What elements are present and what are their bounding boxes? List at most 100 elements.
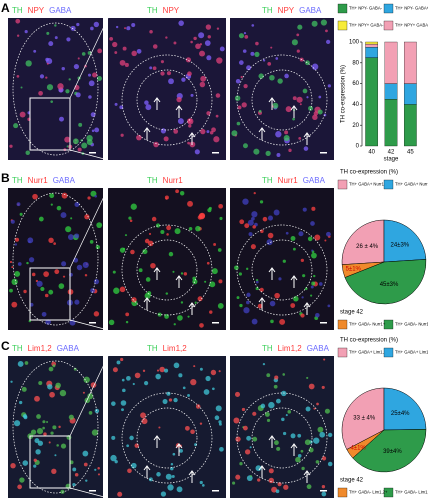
cell	[235, 436, 241, 442]
cell	[292, 96, 297, 101]
arrow	[175, 275, 183, 288]
cell	[125, 320, 129, 324]
bar-segment	[384, 41, 398, 84]
ring	[136, 69, 198, 131]
cell	[324, 239, 327, 242]
cell	[168, 398, 173, 402]
cell	[275, 131, 282, 138]
cell	[198, 213, 205, 220]
arrow	[143, 297, 151, 310]
cell	[297, 433, 302, 438]
scale-bar	[89, 490, 96, 492]
cell	[121, 408, 124, 412]
cell	[194, 301, 197, 304]
cell	[284, 130, 289, 135]
cell	[173, 362, 180, 369]
cell	[234, 265, 239, 271]
cell	[251, 211, 258, 218]
channel-label: NPY	[28, 6, 45, 15]
cell	[300, 313, 305, 318]
cell	[136, 134, 142, 141]
channel-label: TH	[12, 344, 23, 353]
cell	[219, 216, 223, 221]
arrow	[303, 132, 311, 145]
legend-swatch	[383, 179, 394, 190]
arrow	[143, 127, 151, 140]
cell	[134, 372, 141, 379]
cell	[42, 420, 46, 424]
channel-label: TH	[147, 176, 158, 185]
arrow	[290, 275, 298, 288]
arrow	[268, 435, 276, 448]
ring	[136, 407, 198, 469]
cell	[89, 240, 94, 244]
cell	[190, 40, 193, 44]
cell	[82, 261, 89, 269]
arrow	[303, 470, 311, 483]
panel-letter: A	[1, 1, 10, 15]
cell	[48, 237, 54, 244]
cell	[35, 449, 41, 455]
legend-label: TH+ NPY- GABA-	[349, 6, 383, 11]
cell	[274, 375, 279, 380]
y-tick-label: 100	[349, 40, 360, 46]
cell	[213, 136, 220, 143]
cell	[310, 294, 313, 297]
cell	[160, 71, 165, 76]
channel-label: TH	[147, 344, 158, 353]
cell	[53, 242, 56, 245]
cell	[138, 268, 143, 273]
cell	[109, 37, 114, 41]
cell	[199, 323, 204, 328]
cell	[165, 292, 169, 295]
cell	[187, 71, 192, 77]
cell	[187, 315, 190, 318]
cell	[180, 272, 184, 275]
cell	[238, 33, 245, 39]
cell	[238, 60, 244, 65]
cell	[218, 370, 221, 373]
cell	[73, 63, 80, 70]
outline	[12, 22, 99, 156]
cell	[302, 207, 307, 212]
cell	[319, 431, 326, 438]
cell	[10, 463, 16, 469]
cell	[121, 378, 125, 382]
cell	[215, 114, 219, 118]
cell	[22, 414, 28, 419]
channel-label: GABA	[57, 344, 80, 353]
cell	[43, 432, 47, 436]
bar-segment	[384, 99, 398, 147]
cell	[34, 438, 40, 444]
cell	[199, 480, 203, 485]
cell	[46, 62, 49, 65]
cell	[152, 66, 157, 71]
cell	[61, 261, 67, 267]
cell	[93, 311, 100, 317]
cell	[122, 46, 127, 51]
legend-label: TH+ GABA- Nurr1+	[349, 322, 386, 327]
cell	[254, 51, 260, 57]
cell	[323, 358, 326, 361]
cell	[90, 26, 94, 31]
cell	[219, 446, 224, 452]
cell	[279, 318, 286, 325]
inset-box	[29, 97, 71, 151]
cell	[327, 84, 331, 88]
cell	[257, 478, 261, 482]
cell	[285, 106, 292, 113]
cell	[177, 118, 184, 125]
zoom-line	[69, 355, 109, 499]
cell	[25, 150, 30, 155]
cell	[210, 369, 217, 376]
cell	[308, 447, 314, 453]
bar-segment	[365, 47, 379, 58]
cell	[33, 458, 37, 462]
channel-label: TH	[262, 344, 273, 353]
cell	[312, 114, 318, 121]
legend-swatch	[337, 3, 348, 14]
cell	[212, 387, 215, 391]
cell	[68, 414, 74, 420]
micrograph	[230, 188, 334, 330]
pie-slice	[383, 219, 427, 263]
